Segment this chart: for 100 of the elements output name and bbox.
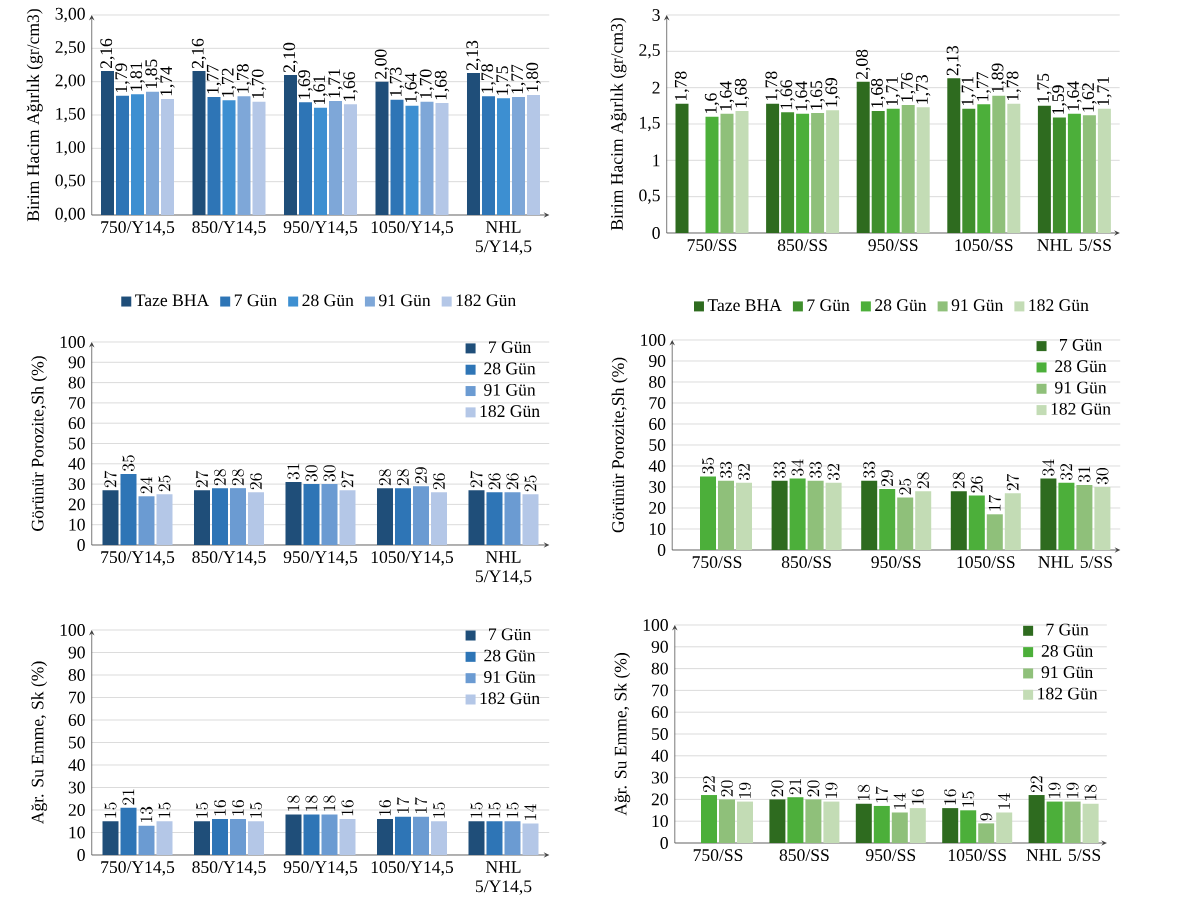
y-tick-label: 0,50: [55, 174, 85, 189]
bar: [156, 494, 173, 545]
y-tick-label: 0,5: [639, 189, 660, 204]
data-label: 19: [825, 782, 838, 798]
data-label: 1,72: [221, 68, 237, 97]
y-tick-label: 80: [651, 662, 668, 675]
y-tick-label: 0: [657, 544, 666, 556]
legend-label: 28 Gün: [1041, 644, 1093, 657]
y-tick-label: 2,5: [639, 44, 660, 59]
data-label: 1,68: [434, 70, 450, 100]
data-label: 2,00: [374, 49, 390, 79]
data-label: 9: [980, 813, 993, 821]
bar: [769, 799, 786, 843]
x-tick-label: 950/SS: [871, 556, 921, 569]
bar: [718, 480, 734, 550]
data-label: 30: [323, 465, 336, 482]
legend-label: Taze BHA: [707, 299, 782, 312]
x-tick-label: NHL 5/SS: [1037, 239, 1111, 251]
bar: [1058, 482, 1075, 550]
data-label: 2,16: [191, 38, 207, 69]
bar: [1097, 108, 1111, 233]
data-label: 1,69: [298, 70, 313, 99]
bar: [701, 795, 717, 843]
data-label: 28: [952, 472, 965, 489]
x-tick-label: 1050/SS: [957, 556, 1015, 569]
x-tick-label: 950/Y14,5: [283, 221, 358, 236]
bar: [146, 91, 159, 215]
y-tick-label: 1: [653, 154, 660, 167]
data-label: 17: [988, 494, 1001, 511]
legend-label: 182 Gün: [1051, 402, 1111, 415]
data-label: 1,64: [795, 81, 810, 111]
bar: [861, 480, 878, 550]
data-label: 1,77: [976, 72, 991, 101]
y-tick-label: 1,5: [640, 116, 660, 132]
y-tick-label: 10: [69, 826, 85, 839]
bar: [511, 97, 525, 215]
bar: [248, 821, 264, 855]
y-tick-label: 2: [652, 81, 660, 94]
legend-label: 7 Gün: [489, 341, 532, 354]
data-label: 33: [773, 461, 786, 478]
data-label: 20: [720, 780, 734, 797]
data-label: 16: [341, 800, 354, 816]
y-tick-label: 3,00: [55, 7, 85, 23]
bar: [522, 823, 539, 855]
data-label: 15: [432, 802, 446, 818]
bar: [248, 492, 264, 545]
x-tick-label: 850/SS: [779, 849, 829, 862]
x-tick-label: 950/SS: [865, 849, 916, 862]
legend-label: 7 Gün: [1046, 623, 1089, 636]
data-label: 1,77: [206, 64, 222, 94]
data-label: 1,74: [160, 66, 175, 96]
legend-label: 7 Gün: [1059, 338, 1102, 351]
data-label: 1,78: [1006, 71, 1021, 100]
data-label: 30: [305, 465, 318, 482]
legend-label: 91 Gün: [1055, 381, 1107, 394]
y-tick-label: 20: [68, 498, 85, 511]
bar: [161, 99, 174, 215]
data-label: 14: [997, 793, 1010, 809]
y-tick-label: 40: [648, 460, 666, 472]
y-tick-label: 50: [652, 728, 668, 740]
data-label: 31: [287, 463, 300, 480]
data-label: 28: [378, 469, 392, 486]
y-tick-label: 60: [68, 417, 85, 430]
data-label: 27: [470, 470, 483, 488]
data-label: 13: [140, 806, 153, 823]
bar: [212, 488, 228, 545]
legend-label: 7 Gün: [807, 299, 850, 312]
bar: [968, 495, 985, 550]
legend-label: 91 Gün: [484, 671, 536, 683]
bar: [194, 490, 210, 545]
data-label: 29: [881, 470, 894, 487]
legend-label: 182 Gün: [1038, 687, 1098, 700]
y-tick-label: 0: [77, 849, 85, 861]
bar: [496, 98, 510, 215]
x-tick-label: 1050/SS: [948, 849, 1006, 862]
data-label: 27: [341, 470, 354, 488]
x-tick-label: 1050/SS: [955, 239, 1013, 252]
data-label: 1,64: [719, 81, 735, 111]
data-label: 1,78: [481, 64, 496, 93]
y-tick-label: 2,50: [55, 41, 85, 56]
x-tick-label: NHL 5/SS: [1026, 849, 1101, 862]
bar: [978, 823, 995, 843]
bar: [1076, 484, 1093, 550]
data-label: 21: [122, 789, 135, 805]
legend-label: 28 Gün: [302, 294, 354, 307]
y-tick-label: 50: [68, 437, 85, 450]
y-tick-label: 100: [643, 619, 668, 631]
y-tick-label: 90: [651, 640, 668, 653]
bar: [915, 491, 932, 550]
data-label: 1,85: [145, 59, 160, 89]
bar: [390, 99, 404, 215]
data-label: 15: [506, 802, 519, 818]
legend-label: 91 Gün: [484, 383, 536, 396]
data-label: 1,65: [810, 80, 825, 110]
bar: [212, 819, 228, 855]
bar: [430, 821, 447, 855]
data-label: 1,69: [825, 78, 840, 107]
bar: [116, 95, 129, 215]
data-label: 14: [524, 804, 537, 820]
y-tick-label: 30: [651, 771, 668, 784]
